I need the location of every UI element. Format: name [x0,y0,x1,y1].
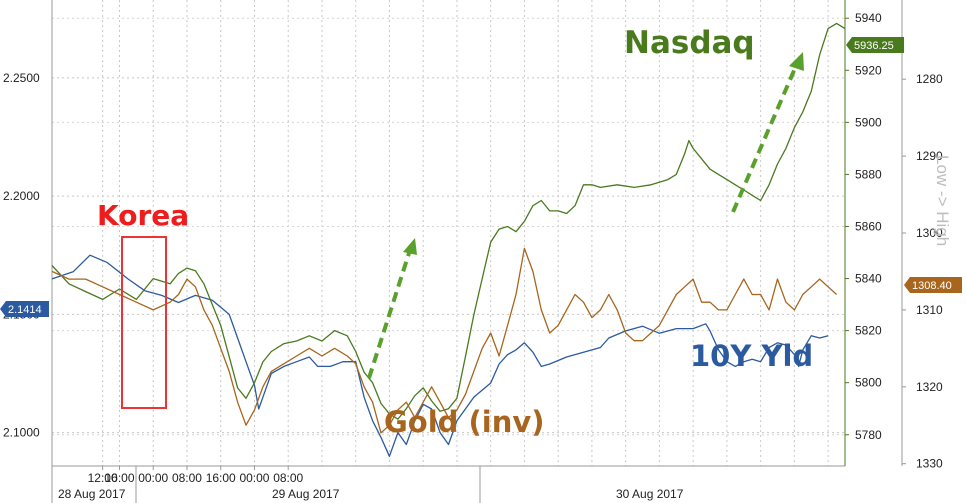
gold-tick-label: 1300 [916,226,943,240]
grid-lines [51,0,903,467]
nasdaq-label: Nasdaq [624,25,755,61]
korea-label: Korea [97,199,189,232]
gold-tick-label: 1320 [916,380,943,394]
gold-label: Gold (inv) [384,405,545,439]
nasdaq-tick-label: 5860 [855,219,882,233]
gold-tick-label: 1290 [916,149,943,163]
arrow-shaft [731,65,798,213]
x-tick-label: 16:00 [206,471,236,485]
gold-tick-label: 1280 [916,72,943,86]
yield-label: 10Y Yld [690,339,813,373]
nasdaq-last-badge: 5936.25 [846,37,904,53]
x-date-label: 29 Aug 2017 [272,487,340,501]
gold-axis: 1280 1290 1300 1310 1320 1330 Low -> High [902,72,952,471]
yield-last-badge-text: 2.1414 [8,304,42,316]
nasdaq-tick-label: 5800 [855,376,882,390]
gold-last-badge-bg [904,277,962,293]
x-tick-label: 08:00 [172,471,202,485]
nasdaq-tick-label: 5880 [855,167,882,181]
arrow-head [789,52,804,71]
series-line-gold-inv- [51,247,838,434]
yield-last-badge: 2.1414 [0,301,49,317]
y-tick-label: 2.2500 [3,71,40,85]
gold-tick-label: 1310 [916,303,943,317]
nasdaq-tick-label: 5780 [855,428,882,442]
nasdaq-tick-label: 5920 [855,63,882,77]
series-line-10y-yld [51,254,829,457]
gold-last-badge: 1308.40 [904,277,962,293]
series-layer [51,22,846,457]
annotation-layer: Korea Nasdaq Gold (inv) 10Y Yld 2.1414 5936.2… [0,25,962,439]
nasdaq-tick-label: 5840 [855,272,882,286]
nasdaq-last-badge-bg [846,37,904,53]
nasdaq-tick-label: 5820 [855,324,882,338]
nasdaq-axis: 5780 5800 5820 5840 5860 5880 5900 5920 5940 [845,11,882,442]
x-date-label: 28 Aug 2017 [58,487,126,501]
nasdaq-tick-label: 5900 [855,115,882,129]
y-tick-label: 2.2000 [3,189,40,203]
gold-last-badge-text: 1308.40 [912,280,952,292]
gold-tick-label: 1330 [916,457,943,471]
x-tick-label: 12:00 [88,471,118,485]
nasdaq-tick-label: 5940 [855,11,882,25]
x-tick-label: 00:00 [138,471,168,485]
y-tick-label: 2.1000 [3,426,40,440]
x-tick-label: 16:00 [104,471,134,485]
arrow-head [403,238,417,255]
yield-last-badge-bg [0,301,49,317]
korea-highlight-box [121,236,167,409]
arrow-shaft [367,249,412,379]
gold-axis-label: Low -> High [933,155,952,246]
x-tick-label: 00:00 [239,471,269,485]
nasdaq-last-badge-text: 5936.25 [854,40,894,52]
series-line-nasdaq [51,22,846,420]
x-date-label: 30 Aug 2017 [616,487,684,501]
x-tick-label: 08:00 [273,471,303,485]
